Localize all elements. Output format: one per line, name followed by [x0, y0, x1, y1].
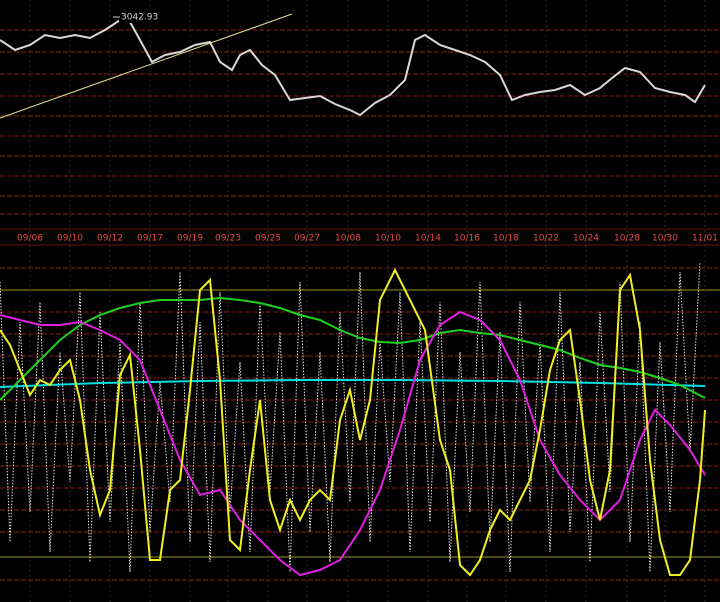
series-line: [0, 267, 706, 577]
x-tick-label: 10/08: [335, 234, 361, 244]
series-line: [0, 379, 706, 388]
x-tick-label: 10/28: [614, 234, 640, 244]
x-tick-label: 09/27: [294, 234, 320, 244]
x-tick-label: 09/19: [177, 234, 203, 244]
date-ticks: 09/06 09/10 09/12 09/17 09/19 09/23 09/25 09/27…: [17, 0, 718, 602]
x-tick-label: 10/14: [415, 234, 441, 244]
oscillator-panel: [0, 261, 706, 577]
date-strip: [0, 229, 720, 245]
x-tick-label: 09/25: [255, 234, 281, 244]
x-tick-label: 10/10: [375, 234, 401, 244]
x-tick-label: 10/18: [493, 234, 519, 244]
series-line: [0, 296, 706, 401]
x-tick-label: 09/12: [97, 234, 123, 244]
bottom-grid: [0, 267, 720, 581]
x-tick-label: 10/30: [652, 234, 678, 244]
x-tick-label: 09/17: [137, 234, 163, 244]
x-tick-label: 10/24: [573, 234, 599, 244]
x-tick-label: 11/01: [692, 234, 718, 244]
x-tick-label: 10/16: [454, 234, 480, 244]
annotation-box: [119, 11, 165, 23]
x-tick-label: 09/10: [57, 234, 83, 244]
trend-line: [0, 13, 293, 119]
x-tick-label: 10/22: [533, 234, 559, 244]
annotation: 3042.93: [121, 13, 158, 23]
x-tick-label: 09/23: [215, 234, 241, 244]
x-tick-label: 09/06: [17, 234, 43, 244]
